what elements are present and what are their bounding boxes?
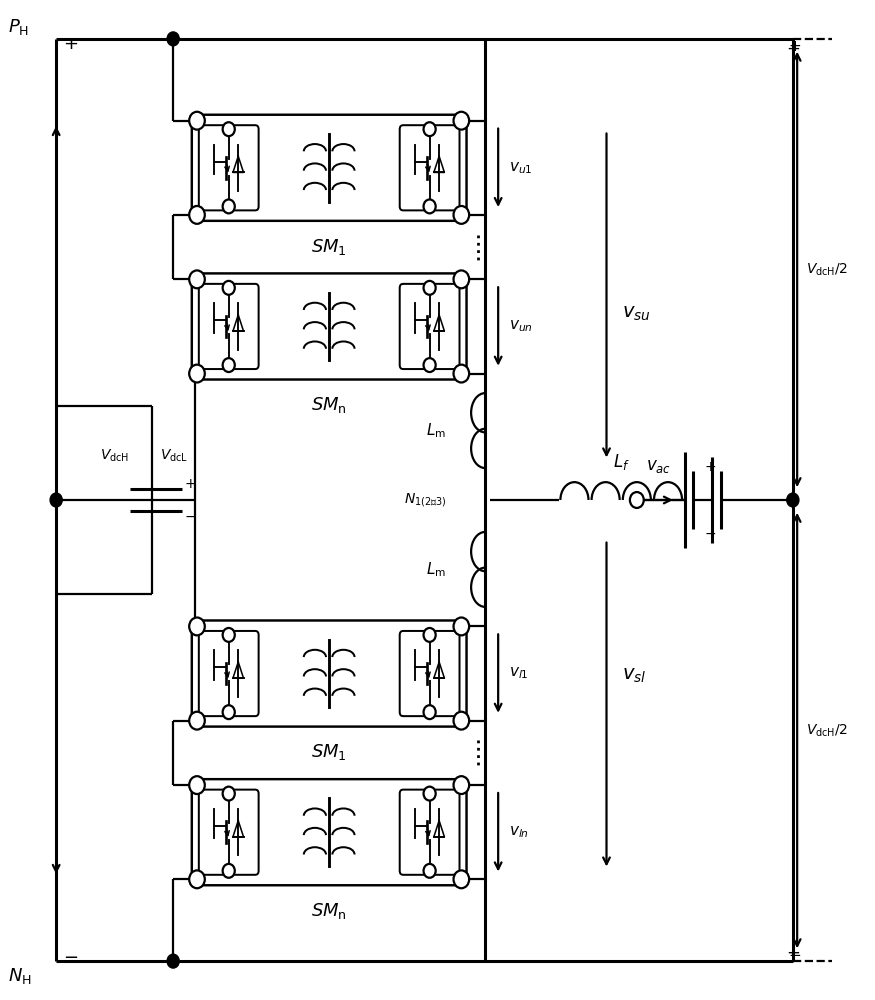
FancyBboxPatch shape — [199, 125, 259, 210]
Circle shape — [453, 618, 469, 635]
Text: $V_{\mathrm{dcL}}$: $V_{\mathrm{dcL}}$ — [160, 447, 188, 464]
Text: $SM_{\mathrm{1}}$: $SM_{\mathrm{1}}$ — [312, 237, 347, 257]
Circle shape — [630, 492, 644, 508]
Circle shape — [453, 270, 469, 288]
FancyBboxPatch shape — [400, 284, 459, 369]
Circle shape — [189, 112, 205, 130]
Circle shape — [189, 870, 205, 888]
Text: $v_{u1}$: $v_{u1}$ — [508, 160, 532, 176]
Text: $+$: $+$ — [704, 460, 716, 474]
FancyBboxPatch shape — [192, 273, 466, 380]
Circle shape — [424, 705, 436, 719]
Circle shape — [189, 712, 205, 730]
Text: $N_{\mathrm{H}}$: $N_{\mathrm{H}}$ — [9, 966, 32, 986]
Circle shape — [222, 122, 234, 136]
Text: $P_{\mathrm{H}}$: $P_{\mathrm{H}}$ — [9, 17, 30, 37]
FancyBboxPatch shape — [400, 631, 459, 716]
Circle shape — [189, 270, 205, 288]
Circle shape — [222, 705, 234, 719]
Circle shape — [167, 32, 179, 46]
Text: $+$: $+$ — [786, 40, 800, 58]
Circle shape — [222, 358, 234, 372]
Text: $N_{1(2\mathsf{、}3)}$: $N_{1(2\mathsf{、}3)}$ — [403, 491, 446, 509]
Circle shape — [189, 776, 205, 794]
Circle shape — [424, 199, 436, 213]
FancyBboxPatch shape — [199, 631, 259, 716]
FancyBboxPatch shape — [400, 125, 459, 210]
Text: $SM_{\mathrm{n}}$: $SM_{\mathrm{n}}$ — [312, 395, 347, 415]
Circle shape — [787, 493, 799, 507]
Circle shape — [453, 206, 469, 224]
Text: $SM_{\mathrm{1}}$: $SM_{\mathrm{1}}$ — [312, 742, 347, 762]
Circle shape — [453, 776, 469, 794]
FancyBboxPatch shape — [192, 620, 466, 727]
Circle shape — [189, 365, 205, 382]
Circle shape — [222, 864, 234, 878]
Circle shape — [222, 628, 234, 642]
Text: $V_{\mathrm{dcH}}/2$: $V_{\mathrm{dcH}}/2$ — [806, 261, 848, 278]
Circle shape — [222, 281, 234, 295]
FancyBboxPatch shape — [199, 790, 259, 875]
Circle shape — [453, 870, 469, 888]
Circle shape — [424, 628, 436, 642]
Circle shape — [453, 365, 469, 382]
Circle shape — [189, 206, 205, 224]
Text: $L_{\mathrm{m}}$: $L_{\mathrm{m}}$ — [426, 560, 446, 579]
Circle shape — [424, 864, 436, 878]
Text: $L_f$: $L_f$ — [612, 452, 630, 472]
Circle shape — [167, 954, 179, 968]
FancyBboxPatch shape — [192, 779, 466, 885]
Text: $L_{\mathrm{m}}$: $L_{\mathrm{m}}$ — [426, 421, 446, 440]
Text: $SM_{\mathrm{n}}$: $SM_{\mathrm{n}}$ — [312, 901, 347, 921]
Circle shape — [222, 787, 234, 801]
Circle shape — [424, 281, 436, 295]
Text: $-$: $-$ — [788, 946, 802, 961]
Circle shape — [424, 787, 436, 801]
Text: $v_{sl}$: $v_{sl}$ — [622, 667, 647, 685]
Text: $v_{un}$: $v_{un}$ — [508, 319, 532, 334]
FancyBboxPatch shape — [199, 284, 259, 369]
Text: $-$: $-$ — [704, 526, 716, 540]
Circle shape — [453, 112, 469, 130]
Text: $v_{su}$: $v_{su}$ — [622, 305, 651, 323]
Text: $+$: $+$ — [63, 35, 78, 53]
Text: $+$: $+$ — [788, 39, 802, 54]
Text: $+$: $+$ — [185, 477, 197, 491]
Circle shape — [453, 712, 469, 730]
Text: $v_{l1}$: $v_{l1}$ — [508, 666, 528, 681]
Circle shape — [50, 493, 62, 507]
Text: $v_{ln}$: $v_{ln}$ — [508, 824, 528, 840]
FancyBboxPatch shape — [400, 790, 459, 875]
Circle shape — [424, 358, 436, 372]
Text: $V_{\mathrm{dcH}}/2$: $V_{\mathrm{dcH}}/2$ — [806, 722, 848, 739]
Text: $v_{ac}$: $v_{ac}$ — [646, 458, 671, 475]
Circle shape — [424, 122, 436, 136]
Circle shape — [189, 618, 205, 635]
FancyBboxPatch shape — [192, 115, 466, 221]
Text: $V_{\mathrm{dcH}}$: $V_{\mathrm{dcH}}$ — [100, 447, 129, 464]
Text: $-$: $-$ — [786, 942, 800, 960]
Text: $-$: $-$ — [185, 509, 197, 523]
Circle shape — [222, 199, 234, 213]
Text: $-$: $-$ — [63, 947, 78, 965]
